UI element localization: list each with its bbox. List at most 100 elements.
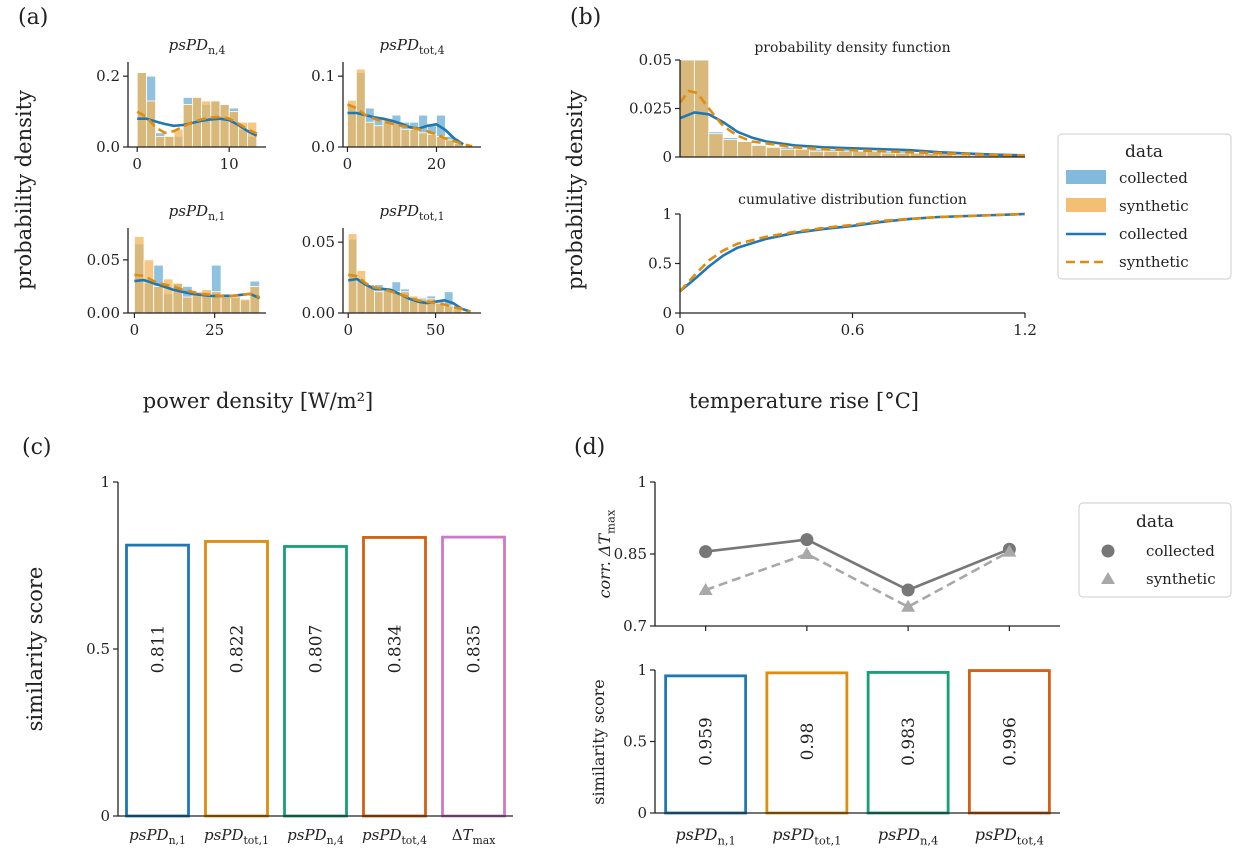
d2-bar-label: 0.996 — [1000, 717, 1020, 766]
a2-bar-synthetic — [373, 125, 384, 148]
c-ytick-label: 1 — [100, 473, 110, 491]
xlabel-b: temperature rise [°C] — [689, 389, 919, 413]
legend-d-title: data — [1136, 512, 1174, 532]
a1-bar-synthetic — [164, 135, 175, 148]
a2-xtick-label: 0 — [343, 155, 353, 173]
b1-ytick-label: 0 — [662, 148, 672, 166]
axes: 0 0.5 1 0 0.6 1.2 — [648, 205, 1037, 339]
d1-line-synthetic — [705, 550, 1011, 609]
d2-bar — [664, 674, 748, 815]
a2-bar-synthetic — [400, 128, 411, 148]
d2-bar — [866, 671, 950, 815]
a4-bar-synthetic — [374, 291, 384, 314]
a3-bar-synthetic — [143, 259, 155, 314]
a1-bar-synthetic — [219, 104, 230, 148]
axes: 0.00 0.05 0 25 — [87, 228, 266, 339]
ylabel-a: probability density — [12, 90, 36, 290]
d1-point-collected — [901, 583, 915, 597]
d1-point-synthetic — [799, 547, 814, 559]
a3-xtick-label: 0 — [130, 321, 140, 339]
a1-title: psPDn,4 — [169, 36, 226, 57]
c-xtick-label: psPDtot,4 — [362, 826, 427, 847]
d1-point-collected — [800, 533, 814, 547]
a4-kde-collected — [347, 277, 471, 313]
a1-xtick-label: 0 — [132, 155, 142, 173]
d2-ytick-label: 0.5 — [623, 733, 647, 751]
b1-bar-synthetic — [808, 150, 825, 158]
c-bar — [204, 540, 269, 818]
a1-ytick-label: 0.2 — [96, 67, 120, 85]
a3-kde-synthetic — [134, 273, 261, 299]
b2-ytick-label: 0 — [662, 304, 672, 322]
legend-d: data collected synthetic — [1078, 502, 1232, 598]
a3-bar-synthetic — [249, 286, 260, 314]
c-ytick-label: 0.5 — [86, 640, 110, 658]
b1-bar-synthetic — [794, 148, 810, 158]
axes: 0.0 0.2 0 10 — [96, 62, 266, 173]
d2-xtick-label: psPDn,1 — [675, 825, 735, 847]
b1-title: probability density function — [754, 40, 950, 56]
a2-bar-synthetic — [427, 133, 437, 148]
b1-bar-synthetic — [708, 133, 724, 158]
c-ytick-label: 0 — [100, 807, 110, 825]
b1-bar-synthetic — [823, 150, 839, 158]
panel-label-a: (a) — [18, 5, 48, 30]
b2-xtick-label: 0.6 — [841, 321, 865, 339]
b2-xtick-label: 0 — [675, 321, 685, 339]
a1-bar-synthetic — [173, 128, 184, 148]
d1-point-synthetic — [698, 583, 713, 595]
d1-ytick-label: 0.7 — [623, 617, 647, 635]
b2-ytick-label: 0.5 — [648, 255, 672, 273]
b1-ytick-label: 0.05 — [639, 51, 672, 69]
c-bar — [125, 543, 190, 818]
panel-label-d: (d) — [574, 435, 605, 460]
b1-bar-synthetic — [852, 150, 868, 158]
b1-bar-synthetic — [780, 148, 796, 158]
c-bar-label: 0.822 — [228, 625, 248, 674]
d2-ytick-label: 0 — [637, 804, 647, 822]
a2-bar-synthetic — [364, 121, 375, 148]
a4-title: psPDtot,1 — [380, 202, 445, 223]
b2-line-collected — [679, 212, 1026, 293]
ylabel-c: similarity score — [23, 567, 47, 732]
d1-ytick-label: 1 — [637, 473, 647, 491]
b1-bar-synthetic — [765, 146, 782, 158]
a3-title: psPDn,1 — [169, 202, 226, 223]
axes: 0.811 psPDn,1 0.822 psPDtot,1 0.807 psPDn,4 0.… — [86, 473, 513, 847]
d2-bar-label: 0.983 — [899, 717, 919, 766]
b1-bar-synthetic — [837, 150, 853, 158]
b2-ytick-label: 1 — [662, 205, 672, 223]
c-bar — [362, 536, 427, 818]
c-xtick-label: psPDn,4 — [287, 826, 344, 847]
b1-bar-synthetic — [737, 141, 753, 158]
ylabel-d-bottom: similarity score — [589, 679, 608, 805]
a2-bar-synthetic — [418, 132, 428, 148]
a2-bar-synthetic — [355, 68, 366, 148]
a1-bar-synthetic — [201, 100, 212, 148]
axes: 0.00 0.05 0 50 — [302, 228, 481, 339]
a3-bar-synthetic — [220, 296, 232, 314]
a1-bar-synthetic — [210, 100, 221, 148]
a1-xtick-label: 10 — [220, 155, 239, 173]
a3-bar-synthetic — [182, 296, 193, 314]
a4-ytick-label: 0.05 — [302, 233, 335, 251]
a3-bar-synthetic — [239, 298, 251, 314]
axes: 0.0 0.1 0 20 — [311, 62, 481, 173]
legend-b-title: data — [1125, 142, 1163, 162]
b1-ytick-label: 0.025 — [629, 100, 672, 118]
a4-xtick-label: 0 — [343, 321, 353, 339]
c-bar-label: 0.835 — [465, 625, 485, 674]
ylabel-d-top: corr. ΔTmax — [595, 509, 617, 598]
a4-bar-synthetic — [347, 233, 358, 314]
d1-point-synthetic — [1002, 544, 1017, 557]
a2-bar-synthetic — [409, 128, 420, 148]
c-bar-label: 0.834 — [386, 625, 406, 674]
legend-d-label: synthetic — [1146, 570, 1216, 588]
b1-bar-synthetic — [722, 139, 738, 158]
legend-d-frame — [1078, 502, 1232, 598]
a1-bar-synthetic — [136, 72, 147, 148]
a2-xtick-label: 20 — [427, 155, 446, 173]
a1-bar-synthetic — [228, 111, 239, 148]
d2-bar-label: 0.98 — [798, 723, 818, 761]
a2-ytick-label: 0.1 — [311, 67, 335, 85]
